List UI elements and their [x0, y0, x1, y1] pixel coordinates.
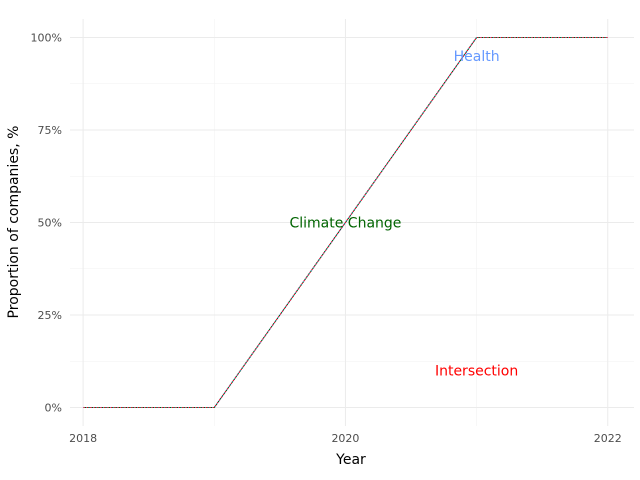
- y-tick-label: 0%: [45, 402, 62, 415]
- series-lines: [83, 36, 608, 409]
- x-tick-label: 2022: [594, 432, 622, 445]
- annotation-climate-change: Climate Change: [289, 216, 401, 232]
- y-tick-labels: 0% 25% 50% 75% 100%: [31, 32, 62, 415]
- x-tick-labels: 2018 2020 2022: [69, 432, 622, 445]
- x-axis-title: Year: [335, 452, 366, 468]
- series-line-intersection: [83, 36, 608, 409]
- y-tick-label: 100%: [31, 32, 62, 45]
- y-tick-label: 75%: [38, 124, 62, 137]
- y-tick-label: 25%: [38, 309, 62, 322]
- annotation-health: Health: [454, 49, 500, 65]
- y-tick-label: 50%: [38, 217, 62, 230]
- series-line-climate-change: [83, 36, 608, 409]
- x-tick-label: 2018: [69, 432, 97, 445]
- x-tick-label: 2020: [331, 432, 359, 445]
- annotation-intersection: Intersection: [435, 364, 518, 380]
- annotations: Health Climate Change Intersection: [289, 49, 518, 380]
- y-axis-title: Proportion of companies, %: [6, 126, 22, 319]
